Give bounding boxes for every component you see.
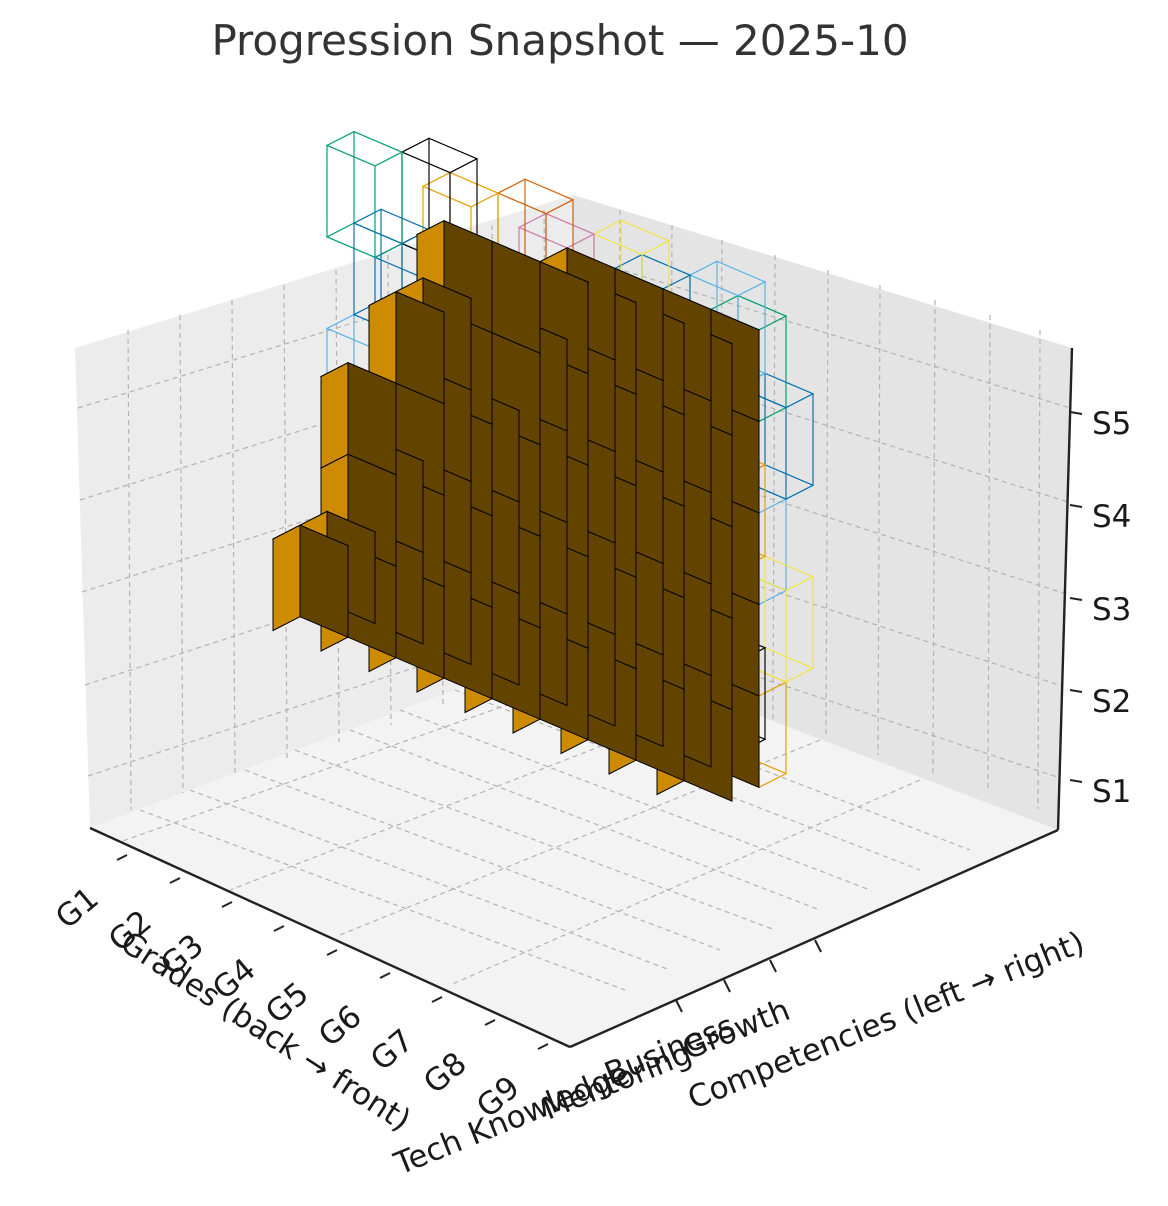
x-tick-mark (379, 972, 391, 979)
chart-title: Progression Snapshot — 2025-10 (211, 16, 908, 65)
z-tick-mark (1069, 504, 1083, 508)
filled-voxel (271, 524, 350, 638)
y-tick-mark (814, 939, 822, 953)
grid-line (572, 344, 1069, 503)
grid-line (825, 269, 829, 738)
z-tick-mark (1069, 689, 1083, 693)
y-tick-mark (769, 959, 777, 973)
grid-line (449, 779, 921, 986)
grid-line (231, 299, 236, 777)
x-tick-label: G8 (417, 1045, 474, 1101)
outline-voxel-face (785, 575, 814, 683)
axis-lines (89, 347, 1074, 1049)
x-tick-label: G1 (49, 880, 106, 936)
outline-voxel-face (353, 130, 403, 245)
x-tick-mark (169, 877, 181, 884)
grid-line (81, 434, 574, 593)
x-tick-mark (431, 996, 443, 1003)
z-tick-label: S5 (1092, 406, 1131, 442)
z-tick-mark (1069, 597, 1083, 601)
z-tick-label: S4 (1092, 499, 1131, 535)
voxel-side-face (299, 524, 349, 638)
grid-line (932, 299, 936, 774)
outline-voxel-face (374, 151, 403, 259)
voxel-side-face (395, 290, 445, 405)
grid-line (877, 284, 881, 756)
z-tick-mark (1069, 411, 1083, 415)
grid-line (572, 254, 1071, 409)
z-tick-label: S1 (1092, 774, 1131, 810)
outline-voxel-face (326, 144, 376, 259)
outline-voxel-face (400, 137, 479, 174)
grid-line (189, 789, 671, 971)
filled-voxel (367, 290, 446, 405)
voxel-front-face (272, 524, 301, 632)
grid-line (229, 699, 721, 891)
grid-line (119, 664, 621, 843)
z-axis-line (1056, 347, 1074, 831)
floor-pane (90, 645, 1058, 1047)
grid-line (294, 749, 776, 931)
x-tick-mark (326, 949, 338, 956)
x-axis-line (89, 826, 571, 1049)
z-tick-label: S3 (1092, 592, 1131, 628)
grid-line (179, 314, 184, 794)
filled-voxels (271, 219, 761, 802)
outline-voxel-face (421, 171, 500, 208)
x-tick-mark (273, 925, 285, 932)
grid-line (349, 729, 821, 911)
outline-voxel-face (325, 130, 404, 167)
x-tick-mark (221, 901, 233, 908)
x-tick-mark (537, 1043, 549, 1050)
y-tick-mark (723, 979, 731, 993)
y-axis-line (569, 828, 1059, 1049)
filled-voxel (319, 361, 398, 476)
z-tick-mark (1069, 779, 1083, 783)
x-tick-label: G7 (364, 1022, 421, 1078)
y-tick-mark (675, 999, 683, 1013)
x-tick-mark (116, 854, 128, 861)
x-tick-mark (484, 1019, 496, 1026)
grid-line (283, 284, 288, 760)
grid-line (987, 314, 991, 792)
outline-voxel-face (785, 392, 814, 500)
voxel-side-face (347, 361, 397, 476)
grid-line (1037, 329, 1041, 810)
grid-line (127, 329, 132, 811)
voxel-front-face (320, 361, 349, 469)
grid-line (399, 709, 871, 891)
grid-line (244, 769, 721, 951)
z-tick-label: S2 (1092, 684, 1131, 720)
